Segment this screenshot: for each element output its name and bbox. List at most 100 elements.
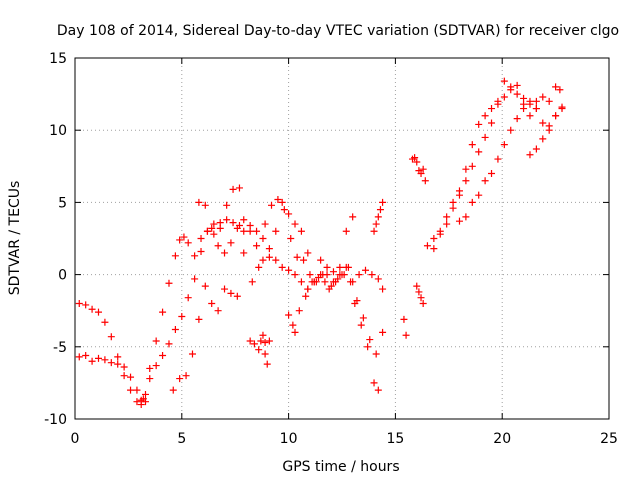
data-point xyxy=(500,93,508,101)
data-point xyxy=(306,271,314,279)
data-point xyxy=(291,220,299,228)
data-point xyxy=(180,233,188,241)
data-point xyxy=(513,81,521,89)
data-point xyxy=(259,235,267,242)
data-point xyxy=(208,299,216,307)
data-point xyxy=(304,285,312,293)
data-point xyxy=(285,210,293,218)
data-point xyxy=(223,216,231,224)
data-point xyxy=(146,375,154,383)
data-point xyxy=(443,220,451,228)
data-point xyxy=(240,227,248,235)
data-point xyxy=(481,112,489,120)
data-point xyxy=(417,294,425,302)
data-point xyxy=(297,278,305,286)
data-point xyxy=(127,373,135,381)
data-points xyxy=(75,77,566,409)
data-point xyxy=(223,201,231,209)
data-point xyxy=(374,213,382,221)
series-cluster-7 xyxy=(413,282,427,307)
data-point xyxy=(481,133,489,141)
data-point xyxy=(423,242,431,250)
data-point xyxy=(235,184,243,192)
data-point xyxy=(221,249,229,257)
data-point xyxy=(443,213,451,221)
data-point xyxy=(417,170,425,178)
data-point xyxy=(532,145,540,153)
data-point xyxy=(159,308,167,316)
data-point xyxy=(520,105,528,113)
data-point xyxy=(82,301,90,309)
data-point xyxy=(255,346,263,354)
data-point xyxy=(107,359,115,367)
data-point xyxy=(430,245,438,253)
data-point xyxy=(374,386,382,394)
data-point xyxy=(468,198,476,206)
series-cluster-6 xyxy=(408,154,429,185)
data-point xyxy=(120,372,128,380)
data-point xyxy=(455,187,463,195)
data-point xyxy=(291,328,299,336)
data-point xyxy=(188,350,196,358)
data-point xyxy=(114,353,122,361)
series-track-i xyxy=(423,77,564,250)
data-point xyxy=(513,90,521,98)
data-point xyxy=(229,185,237,193)
data-point xyxy=(475,120,483,128)
data-point xyxy=(261,338,269,346)
data-point xyxy=(353,297,361,305)
data-point xyxy=(265,245,273,253)
data-point xyxy=(88,357,96,365)
data-point xyxy=(475,148,483,156)
y-tick-label: -10 xyxy=(44,412,67,428)
series-track-j xyxy=(430,81,540,253)
data-point xyxy=(370,227,378,235)
data-point xyxy=(349,213,357,221)
x-axis-label: GPS time / hours xyxy=(282,459,399,475)
series-cluster-4 xyxy=(370,198,387,235)
data-point xyxy=(229,219,237,227)
data-point xyxy=(227,289,235,297)
data-point xyxy=(272,227,280,235)
data-point xyxy=(285,266,293,274)
data-point xyxy=(259,256,267,264)
data-point xyxy=(265,253,273,261)
data-point xyxy=(133,398,141,406)
axis-ticks xyxy=(74,57,610,420)
data-point xyxy=(120,363,128,371)
data-point xyxy=(261,350,269,358)
data-point xyxy=(274,196,282,204)
data-point xyxy=(289,321,297,329)
data-point xyxy=(133,386,141,394)
data-point xyxy=(278,263,286,271)
y-tick-label: -5 xyxy=(53,340,67,356)
data-point xyxy=(255,263,263,271)
data-point xyxy=(419,299,427,307)
data-point xyxy=(152,362,160,370)
data-point xyxy=(526,151,534,159)
data-point xyxy=(520,94,528,102)
series-track-k xyxy=(455,100,566,225)
data-point xyxy=(374,275,382,283)
data-point xyxy=(195,315,203,323)
data-point xyxy=(195,198,203,206)
data-point xyxy=(197,247,205,255)
data-point xyxy=(184,294,192,302)
series-track-c xyxy=(139,184,243,403)
data-point xyxy=(146,364,154,372)
data-point xyxy=(88,305,96,313)
data-point xyxy=(500,141,508,149)
data-point xyxy=(336,263,344,271)
data-point xyxy=(319,271,327,279)
data-point xyxy=(159,351,167,359)
data-point xyxy=(253,227,261,235)
data-point xyxy=(342,263,350,271)
data-point xyxy=(488,105,496,113)
data-point xyxy=(481,177,489,185)
y-tick-label: 15 xyxy=(49,51,67,67)
data-point xyxy=(368,271,376,279)
x-tick-label: 20 xyxy=(493,431,511,447)
data-point xyxy=(357,321,365,329)
data-point xyxy=(329,278,337,286)
